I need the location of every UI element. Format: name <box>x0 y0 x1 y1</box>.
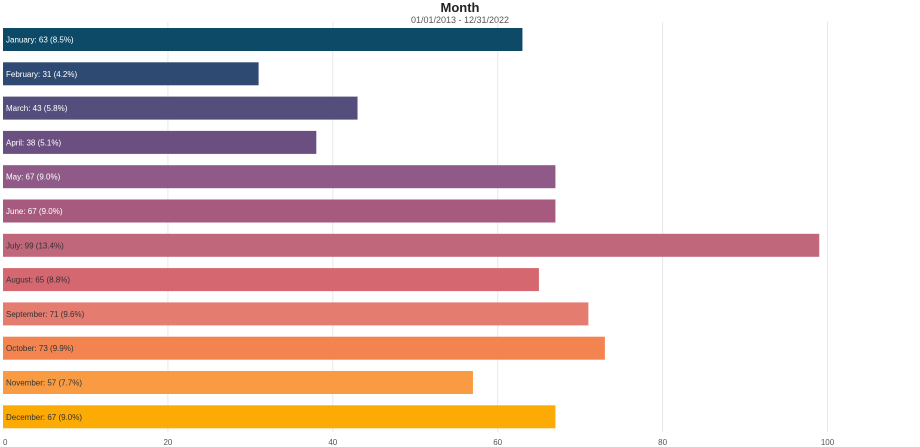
bar-label-july: July: 99 (13.4%) <box>6 241 64 250</box>
bar-label-february: February: 31 (4.2%) <box>6 70 77 79</box>
bar-november[interactable] <box>3 371 473 394</box>
bar-april[interactable] <box>3 130 317 154</box>
bar-january[interactable] <box>3 28 523 51</box>
bar-september[interactable] <box>3 302 589 326</box>
chart-subtitle: 01/01/2013 - 12/31/2022 <box>410 15 510 25</box>
x-tick-label-100: 100 <box>821 438 835 447</box>
bar-august[interactable] <box>3 268 539 292</box>
bar-june[interactable] <box>3 199 556 223</box>
bar-label-august: August: 65 (8.8%) <box>6 276 70 285</box>
bar-label-april: April: 38 (5.1%) <box>6 138 61 147</box>
bar-label-march: March: 43 (5.8%) <box>6 104 68 113</box>
bar-february[interactable] <box>3 62 259 86</box>
bar-may[interactable] <box>3 165 556 189</box>
bar-label-may: May: 67 (9.0%) <box>6 173 61 182</box>
bar-label-december: December: 67 (9.0%) <box>6 413 82 422</box>
bar-october[interactable] <box>3 336 605 360</box>
bar-march[interactable] <box>3 96 358 120</box>
x-tick-label-0: 0 <box>3 438 8 447</box>
x-tick-label-60: 60 <box>493 438 502 447</box>
bar-label-june: June: 67 (9.0%) <box>6 207 63 216</box>
x-tick-label-20: 20 <box>163 438 172 447</box>
bar-label-october: October: 73 (9.9%) <box>6 344 74 353</box>
x-tick-label-80: 80 <box>658 438 667 447</box>
bar-label-november: November: 57 (7.7%) <box>6 379 82 388</box>
bar-july[interactable] <box>3 233 820 257</box>
bar-label-september: September: 71 (9.6%) <box>6 310 85 319</box>
chart-title: Month <box>440 0 480 15</box>
bar-label-january: January: 63 (8.5%) <box>6 36 74 45</box>
x-tick-label-40: 40 <box>328 438 337 447</box>
bar-december[interactable] <box>3 405 556 429</box>
